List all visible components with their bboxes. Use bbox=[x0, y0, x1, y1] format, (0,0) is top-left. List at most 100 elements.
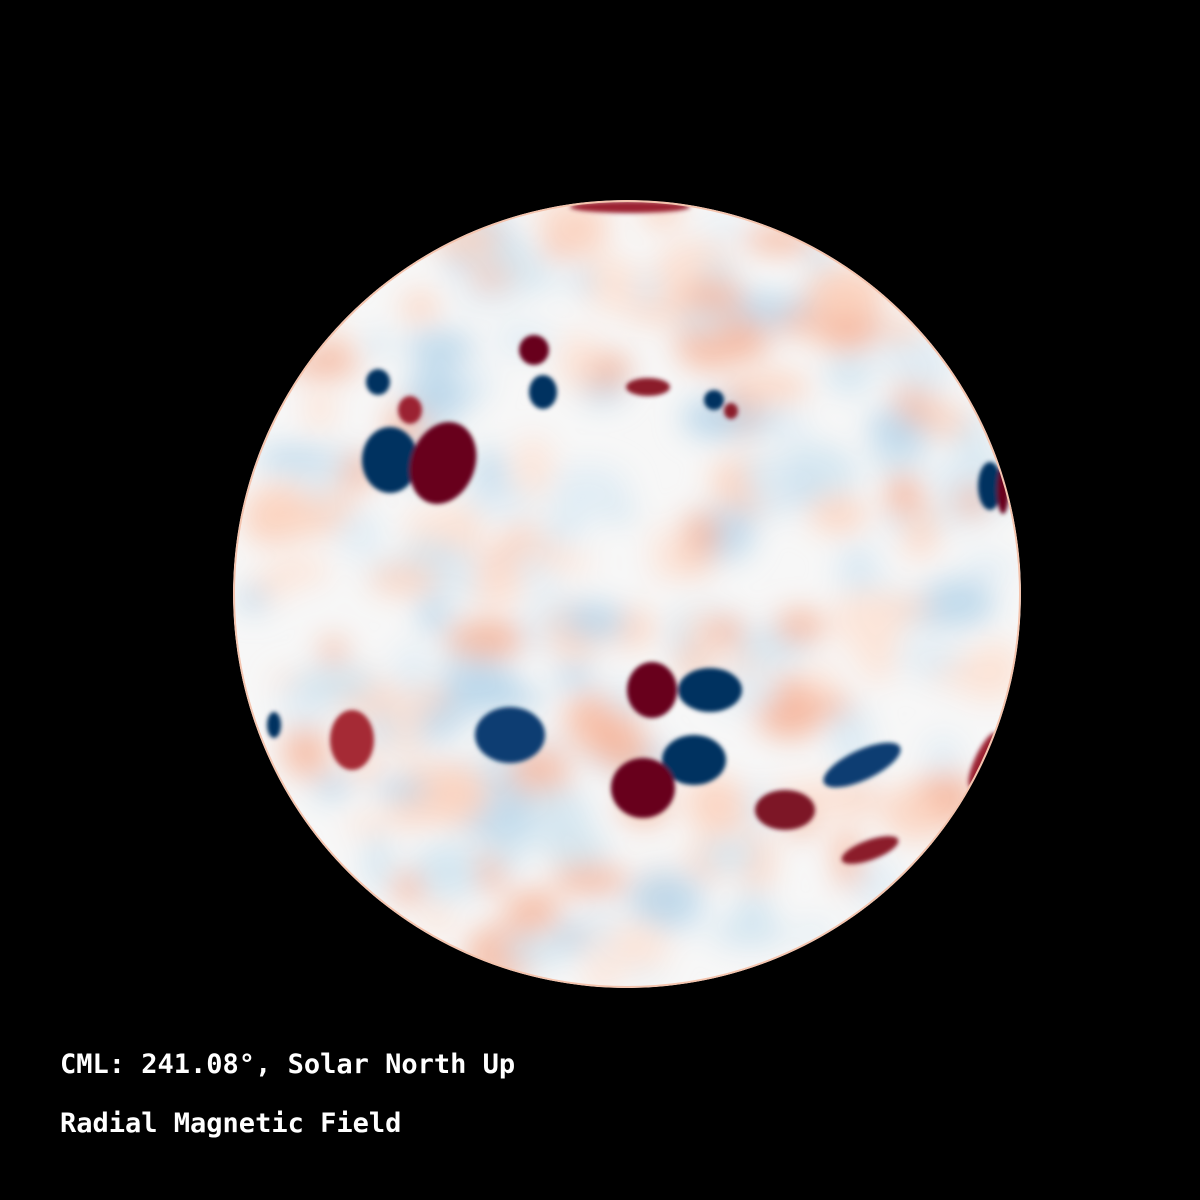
weak-negative-patch bbox=[547, 830, 610, 874]
weak-negative-patch bbox=[451, 546, 479, 610]
weak-positive-patch bbox=[555, 331, 599, 390]
weak-positive-patch bbox=[705, 616, 746, 647]
weak-negative-patch bbox=[628, 870, 698, 931]
weak-field-patches bbox=[239, 200, 1021, 988]
positive-polarity-spot bbox=[724, 403, 738, 419]
weak-negative-patch bbox=[962, 554, 1014, 582]
weak-negative-patch bbox=[373, 778, 433, 801]
weak-positive-patch bbox=[682, 510, 721, 556]
positive-polarity-spot bbox=[519, 335, 549, 365]
negative-polarity-spot bbox=[704, 390, 724, 410]
weak-positive-patch bbox=[688, 776, 748, 839]
negative-polarity-spot bbox=[678, 668, 742, 712]
positive-polarity-spot bbox=[626, 378, 670, 396]
weak-negative-patch bbox=[409, 842, 485, 902]
weak-positive-patch bbox=[392, 870, 424, 906]
weak-positive-patch bbox=[586, 708, 624, 762]
weak-positive-patch bbox=[505, 888, 560, 934]
weak-positive-patch bbox=[682, 278, 744, 317]
weak-negative-patch bbox=[779, 406, 808, 448]
weak-negative-patch bbox=[336, 509, 384, 559]
weak-negative-patch bbox=[239, 585, 267, 613]
weak-positive-patch bbox=[808, 694, 854, 715]
active-regions bbox=[267, 201, 1009, 864]
weak-negative-patch bbox=[748, 458, 798, 521]
weak-positive-patch bbox=[804, 662, 838, 704]
weak-positive-patch bbox=[303, 387, 337, 431]
positive-polarity-spot bbox=[409, 422, 477, 504]
negative-polarity-spot bbox=[362, 427, 418, 493]
positive-polarity-spot bbox=[755, 790, 815, 830]
weak-positive-patch bbox=[586, 263, 630, 288]
weak-negative-patch bbox=[516, 603, 556, 657]
weak-negative-patch bbox=[825, 351, 874, 395]
weak-negative-patch bbox=[549, 464, 629, 514]
negative-polarity-spot bbox=[823, 742, 901, 788]
weak-positive-patch bbox=[553, 864, 631, 896]
cml-orientation-label: CML: 241.08°, Solar North Up bbox=[60, 1049, 516, 1080]
weak-positive-patch bbox=[446, 619, 525, 660]
weak-negative-patch bbox=[446, 662, 521, 713]
weak-negative-patch bbox=[366, 331, 391, 358]
weak-positive-patch bbox=[320, 636, 347, 665]
negative-polarity-spot bbox=[978, 462, 1002, 510]
weak-positive-patch bbox=[281, 722, 330, 779]
weak-negative-patch bbox=[363, 833, 394, 893]
weak-positive-patch bbox=[248, 499, 293, 541]
weak-negative-patch bbox=[560, 603, 628, 639]
negative-polarity-spot bbox=[475, 707, 545, 763]
limb-edge bbox=[233, 200, 1021, 988]
weak-negative-patch bbox=[503, 932, 569, 968]
weak-negative-patch bbox=[892, 643, 969, 672]
weak-positive-patch bbox=[909, 514, 937, 551]
weak-positive-patch bbox=[881, 794, 949, 842]
weak-negative-patch bbox=[451, 284, 522, 308]
weak-negative-patch bbox=[897, 336, 955, 397]
negative-polarity-spot bbox=[662, 735, 726, 785]
weak-negative-patch bbox=[393, 643, 430, 700]
positive-polarity-spot bbox=[570, 201, 690, 213]
weak-negative-patch bbox=[453, 366, 494, 395]
weak-positive-patch bbox=[832, 782, 882, 816]
weak-negative-patch bbox=[554, 664, 596, 690]
positive-polarity-spot bbox=[330, 710, 374, 770]
positive-polarity-spot bbox=[841, 836, 899, 864]
weak-negative-patch bbox=[632, 272, 665, 306]
weak-positive-patch bbox=[541, 237, 577, 258]
weak-positive-patch bbox=[805, 265, 885, 320]
weak-negative-patch bbox=[701, 217, 748, 238]
weak-positive-patch bbox=[282, 351, 361, 378]
weak-positive-patch bbox=[583, 957, 621, 988]
weak-positive-patch bbox=[369, 564, 439, 596]
weak-positive-patch bbox=[405, 505, 481, 542]
weak-negative-patch bbox=[701, 838, 759, 873]
weak-positive-patch bbox=[808, 493, 868, 535]
weak-positive-patch bbox=[829, 589, 906, 652]
negative-polarity-spot bbox=[366, 369, 390, 395]
weak-negative-patch bbox=[418, 596, 450, 634]
positive-polarity-spot bbox=[627, 662, 677, 718]
weak-positive-patch bbox=[401, 290, 439, 324]
weak-positive-patch bbox=[920, 403, 969, 439]
negative-polarity-spot bbox=[267, 712, 281, 738]
quantity-label: Radial Magnetic Field bbox=[60, 1108, 402, 1139]
weak-negative-patch bbox=[297, 465, 340, 501]
negative-polarity-spot bbox=[529, 375, 557, 409]
positive-polarity-spot bbox=[611, 758, 675, 818]
weak-negative-patch bbox=[676, 308, 729, 334]
weak-negative-patch bbox=[918, 577, 996, 628]
weak-positive-patch bbox=[347, 812, 391, 836]
weak-negative-patch bbox=[710, 918, 789, 948]
weak-positive-patch bbox=[511, 436, 555, 499]
weak-positive-patch bbox=[651, 523, 677, 584]
weak-positive-patch bbox=[775, 608, 826, 644]
weak-positive-patch bbox=[426, 764, 490, 824]
weak-negative-patch bbox=[405, 330, 476, 364]
weak-positive-patch bbox=[537, 551, 593, 573]
weak-negative-patch bbox=[924, 735, 962, 778]
weak-positive-patch bbox=[779, 310, 808, 339]
weak-positive-patch bbox=[386, 696, 425, 760]
weak-positive-patch bbox=[420, 903, 456, 934]
weak-negative-patch bbox=[477, 446, 503, 494]
